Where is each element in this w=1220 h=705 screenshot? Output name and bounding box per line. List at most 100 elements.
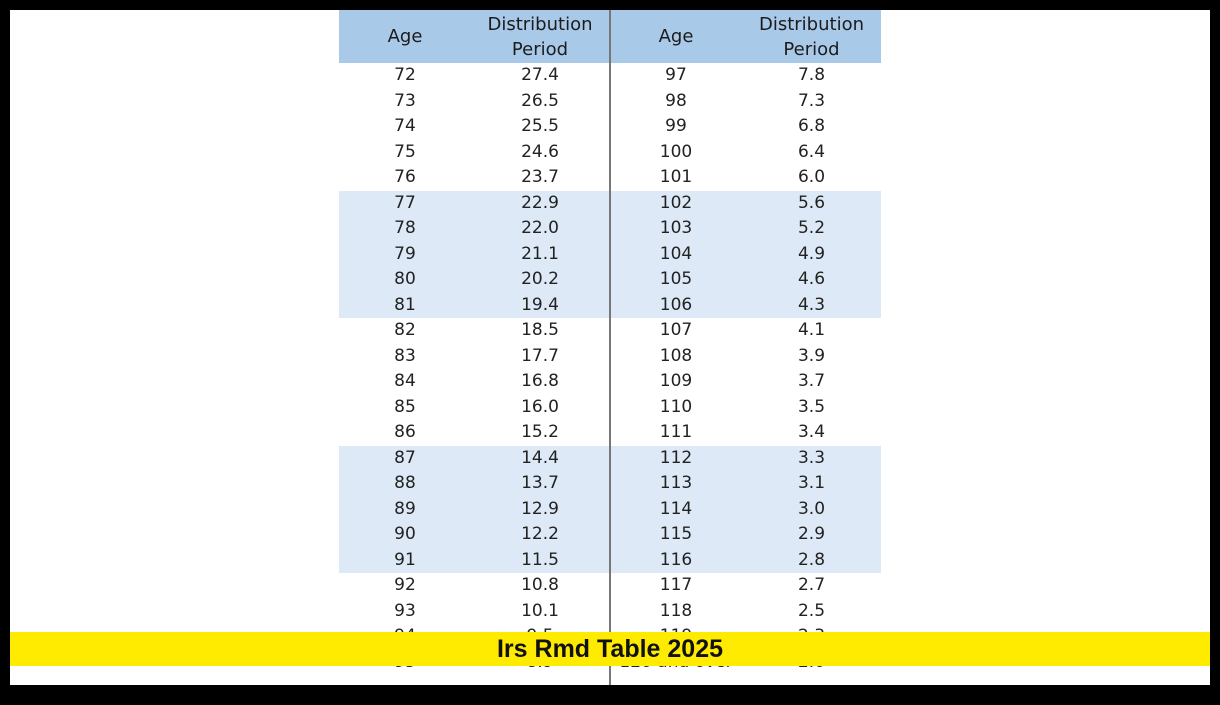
period-cell: 3.0 [797,498,826,519]
period-cell: 2.8 [797,549,826,570]
period-cell: 3.1 [797,473,826,493]
age-cell: 107 [659,320,693,340]
table-row: 82 18.5 107 4.1 [339,318,881,344]
table-row: 92 10.8 117 2.7 [339,573,881,599]
age-cell: 109 [659,371,693,391]
age-cell: 115 [659,524,693,544]
age-cell: 105 [659,269,693,289]
table-row: 93 10.1 118 2.5 [339,599,881,625]
age-cell: 76 [394,167,416,187]
header-cell: Age [387,26,423,47]
age-cell: 101 [659,167,693,187]
age-cell: 82 [394,320,416,340]
period-cell: 4.6 [797,269,826,289]
age-cell: 100 [659,141,693,162]
period-cell: 3.5 [797,396,826,417]
period-cell: 16.8 [521,371,559,391]
period-cell: 16.0 [521,396,559,417]
age-cell: 83 [394,345,416,366]
period-cell: 22.0 [521,218,559,238]
age-cell: 86 [394,422,416,442]
period-cell: 27.4 [521,65,559,85]
table-row: 84 16.8 109 3.7 [339,369,881,395]
period-cell: 6.4 [797,141,826,162]
age-cell: 97 [665,65,687,85]
age-cell: 85 [394,396,416,417]
period-cell: 3.9 [797,345,826,366]
age-cell: 75 [394,141,416,162]
age-cell: 72 [394,65,416,85]
period-cell: 5.6 [797,192,826,213]
header-cell: Distribution Period [758,13,864,60]
period-cell: 19.4 [521,294,559,315]
table-row: 86 15.2 111 3.4 [339,420,881,446]
period-cell: 13.7 [521,473,559,493]
age-cell: 91 [394,549,416,570]
period-cell: 3.3 [797,447,826,468]
period-cell: 12.2 [521,524,559,544]
rmd-table: Age Distribution Period Age Distribution… [339,10,881,685]
period-cell: 15.2 [521,422,559,442]
period-cell: 11.5 [521,549,559,570]
age-cell: 111 [659,422,693,442]
age-cell: 99 [665,116,687,136]
age-cell: 116 [659,549,693,570]
period-cell: 4.1 [797,320,826,340]
header-cell: Distribution Period [487,13,593,60]
age-cell: 93 [394,600,416,621]
period-cell: 3.4 [797,422,826,442]
column-divider [609,10,611,685]
age-cell: 77 [394,192,416,213]
period-cell: 2.9 [797,524,826,544]
age-cell: 117 [659,575,693,595]
age-cell: 98 [665,90,687,111]
age-cell: 114 [659,498,693,519]
table-row: 83 17.7 108 3.9 [339,344,881,370]
age-cell: 80 [394,269,416,289]
age-cell: 89 [394,498,416,519]
table-row: 74 25.5 99 6.8 [339,114,881,140]
age-cell: 106 [659,294,693,315]
period-cell: 18.5 [521,320,559,340]
age-cell: 78 [394,218,416,238]
period-cell: 2.5 [797,600,826,621]
age-cell: 113 [659,473,693,493]
period-cell: 5.2 [797,218,826,238]
age-cell: 92 [394,575,416,595]
table-row: 72 27.4 97 7.8 [339,63,881,89]
period-cell: 26.5 [521,90,559,111]
period-cell: 24.6 [521,141,559,162]
age-cell: 84 [394,371,416,391]
period-cell: 7.8 [797,65,826,85]
table-row: 73 26.5 98 7.3 [339,89,881,115]
period-cell: 14.4 [521,447,559,468]
period-cell: 6.0 [797,167,826,187]
period-cell: 3.7 [797,371,826,391]
table-row: 85 16.0 110 3.5 [339,395,881,421]
period-cell: 20.2 [521,269,559,289]
age-cell: 90 [394,524,416,544]
banner: Irs Rmd Table 2025 [10,632,1210,666]
header-cell: Age [658,26,694,47]
period-cell: 25.5 [521,116,559,136]
period-cell: 10.8 [521,575,559,595]
period-cell: 7.3 [797,90,826,111]
age-cell: 108 [659,345,693,366]
age-cell: 88 [394,473,416,493]
period-cell: 12.9 [521,498,559,519]
period-cell: 6.8 [797,116,826,136]
age-cell: 81 [394,294,416,315]
period-cell: 22.9 [521,192,559,213]
period-cell: 17.7 [521,345,559,366]
age-cell: 87 [394,447,416,468]
period-cell: 2.7 [797,575,826,595]
age-cell: 74 [394,116,416,136]
period-cell: 21.1 [521,243,559,264]
period-cell: 4.9 [797,243,826,264]
age-cell: 118 [659,600,693,621]
table-row: 75 24.6 100 6.4 [339,140,881,166]
age-cell: 73 [394,90,416,111]
age-cell: 110 [659,396,693,417]
age-cell: 104 [659,243,693,264]
